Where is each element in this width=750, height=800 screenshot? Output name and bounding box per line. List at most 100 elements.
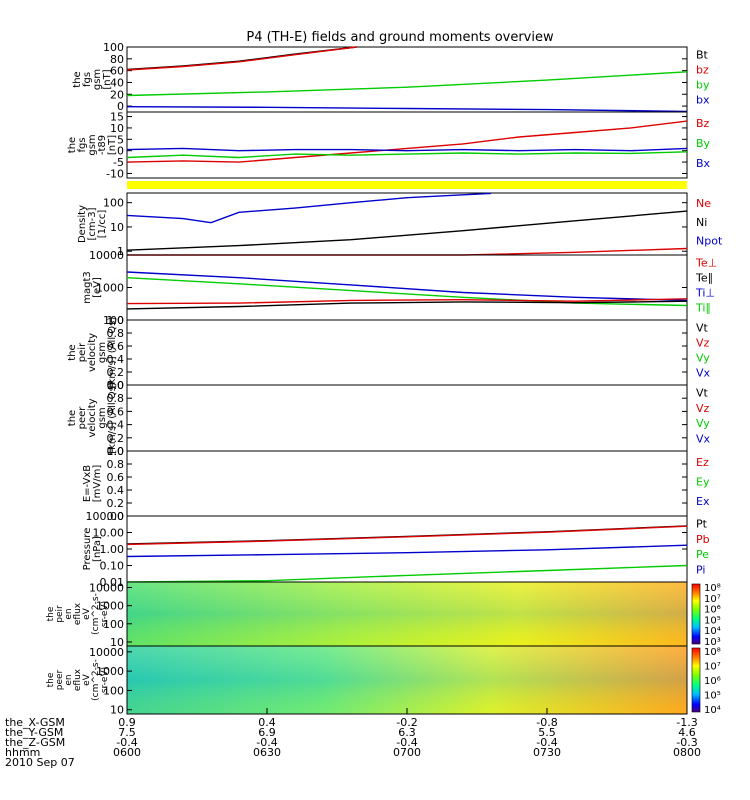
series-line (126, 564, 688, 583)
y-tick-label: 0.4 (107, 353, 125, 366)
y-tick-label: 0.6 (107, 405, 125, 418)
y-tick-label: 10 (110, 636, 124, 649)
y-tick-label: 10 (110, 704, 124, 717)
y-tick-label: 0.8 (107, 458, 125, 471)
y-tick-label: 0.6 (107, 471, 125, 484)
panel-frame (126, 254, 688, 321)
x-axis-row-label: hhmm (5, 746, 40, 759)
x-axis-row-label: the_Y-GSM (5, 726, 63, 739)
y-tick-label: 0.2 (107, 432, 125, 445)
spectrogram-shading (127, 582, 687, 646)
colorbar-tick-label: 10⁷ (704, 662, 721, 673)
y-axis-label: the (46, 606, 56, 621)
y-axis-label: en (64, 674, 74, 685)
y-tick-label: 1.00 (100, 543, 125, 556)
series-line (126, 210, 688, 251)
x-tick-label: 0.9 (118, 716, 136, 729)
y-tick-label: 10 (110, 221, 124, 234)
series-line (126, 147, 688, 152)
y-axis-label: peir (55, 605, 65, 623)
y-tick-label: 0.4 (107, 419, 125, 432)
legend-entry: Vz (696, 402, 710, 415)
legend-entry: Pe (696, 548, 709, 561)
y-tick-label: 1000 (96, 282, 124, 295)
legend-entry: Ey (696, 475, 710, 488)
y-axis-label: [nT] (102, 69, 113, 89)
y-axis-label: eV (82, 673, 92, 686)
y-axis-label: the (46, 672, 56, 687)
y-tick-label: 10000 (89, 646, 124, 659)
y-axis-label: fgs (82, 72, 93, 87)
y-tick-label: 0.0 (107, 379, 125, 392)
y-tick-label: 0.01 (100, 576, 125, 589)
y-tick-label: 0.0 (107, 510, 125, 523)
y-axis-label: fgs (77, 137, 88, 152)
y-tick-label: 1000 (96, 600, 124, 613)
y-axis-label: (cm^2-s- (91, 593, 101, 635)
x-tick-label: -0.4 (256, 736, 277, 749)
spectrogram-shading (127, 646, 687, 714)
y-tick-label: 100.00 (86, 510, 125, 523)
colorbar-tick-label: 10⁸ (704, 647, 721, 658)
y-tick-label: 20 (110, 88, 124, 101)
series-line (126, 544, 688, 558)
legend-entry: Vy (696, 417, 710, 430)
y-tick-label: 0.10 (100, 560, 125, 573)
legend-entry: Vx (696, 433, 711, 446)
y-tick-label: 5 (117, 133, 124, 146)
x-axis-row-label: the_Z-GSM (5, 736, 65, 749)
y-tick-label: 0.0 (107, 445, 125, 458)
x-tick-label: 6.9 (258, 726, 276, 739)
x-tick-label: -0.8 (536, 716, 557, 729)
x-tick-label: 0600 (113, 746, 141, 759)
legend-entry: Vt (696, 321, 709, 334)
y-axis-label: peer (55, 669, 65, 690)
y-tick-label: 1000 (96, 665, 124, 678)
colorbar-tick-label: 10⁴ (704, 626, 721, 637)
y-tick-label: 100 (103, 314, 124, 327)
y-tick-label: 10000 (89, 581, 124, 594)
colorbar-tick-label: 10⁸ (704, 583, 721, 594)
colorbar-tick-label: 10⁷ (704, 594, 721, 605)
legend-entry: bx (696, 94, 710, 107)
y-axis-label: the (67, 344, 78, 360)
x-tick-label: -0.2 (396, 716, 417, 729)
colorbar-tick-label: 10⁶ (704, 676, 721, 687)
colorbar-tick-label: 10³ (704, 637, 721, 648)
y-tick-label: 0.2 (107, 366, 125, 379)
y-tick-label: 60 (110, 65, 124, 78)
legend-entry: Ti⊥ (695, 287, 715, 300)
y-axis-label: sr-eV) (100, 601, 110, 627)
y-axis-label: [1/cc] (97, 210, 108, 239)
colorbar (691, 647, 701, 713)
y-axis-label: Pressure (82, 528, 93, 571)
y-axis-label: gsm (87, 134, 98, 155)
y-tick-label: 100 (103, 41, 124, 54)
y-axis-label: [km/s] (All Qs) (107, 382, 118, 454)
panel-frame (126, 46, 688, 113)
y-axis-label: eV (82, 607, 92, 620)
x-tick-label: 0630 (253, 746, 281, 759)
y-tick-label: 100 (103, 684, 124, 697)
x-tick-label: 0.4 (258, 716, 276, 729)
series-line (126, 298, 688, 305)
y-tick-label: 80 (110, 53, 124, 66)
y-tick-label: 10.00 (93, 527, 125, 540)
y-tick-label: 1.0 (107, 314, 125, 327)
panel-frame (126, 384, 688, 452)
series-line (126, 525, 688, 546)
y-axis-label: velocity (87, 333, 98, 372)
y-tick-label: 0 (117, 145, 124, 158)
y-axis-label: [nPa] (92, 536, 103, 562)
legend-entry: Vy (696, 352, 710, 365)
panel-frame (126, 192, 688, 256)
legend-entry: Bt (696, 48, 709, 61)
series-line (126, 106, 688, 113)
y-tick-label: 0.4 (107, 484, 125, 497)
y-tick-label: 0.6 (107, 340, 125, 353)
x-tick-label: -0.4 (396, 736, 417, 749)
y-tick-label: -5 (113, 156, 124, 169)
panel-frame (126, 515, 688, 583)
y-tick-label: -10 (106, 167, 124, 180)
